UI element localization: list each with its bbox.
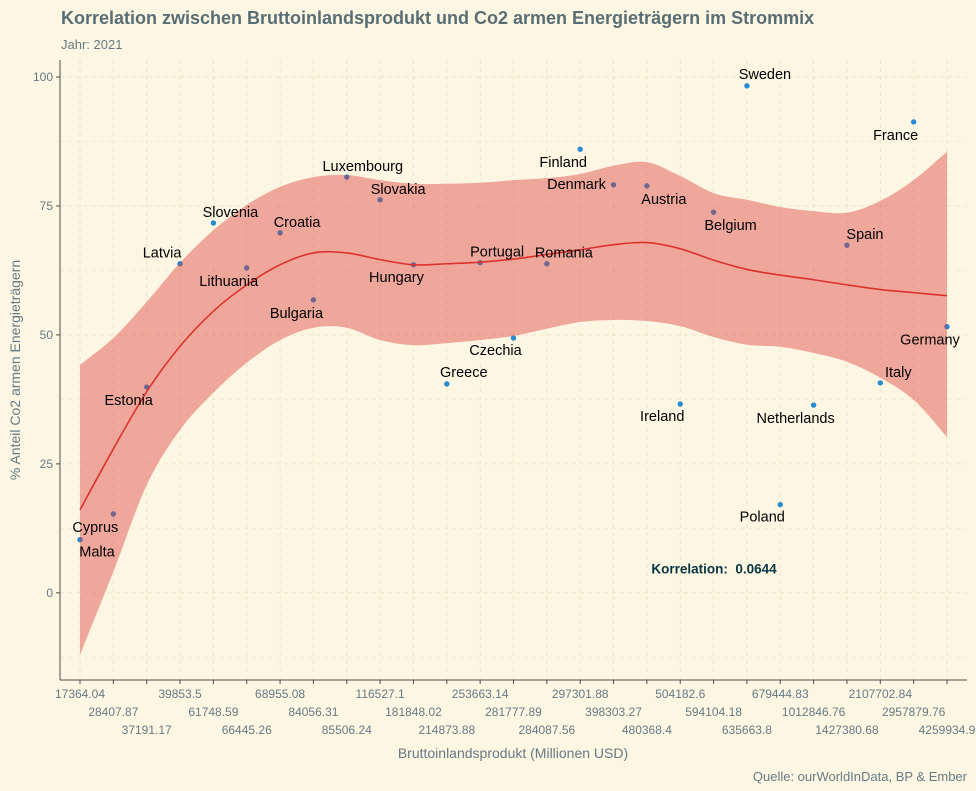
- data-point: [444, 381, 450, 387]
- x-tick-label: 28407.87: [88, 705, 138, 719]
- y-axis-label: % Anteil Co2 armen Energieträgern: [7, 260, 23, 480]
- data-point: [277, 230, 283, 236]
- point-label: France: [873, 128, 918, 144]
- point-label: Italy: [885, 365, 912, 381]
- data-point: [810, 402, 817, 408]
- x-tick-label: 594104.18: [685, 705, 742, 719]
- y-tick-label: 100: [33, 70, 53, 84]
- point-label: Lithuania: [199, 274, 259, 290]
- point-label: Greece: [440, 365, 488, 381]
- point-label: Czechia: [469, 343, 522, 359]
- x-tick-label: 84056.31: [288, 705, 338, 719]
- data-point: [344, 174, 350, 180]
- x-tick-label: 253663.14: [452, 687, 509, 701]
- data-point: [844, 242, 850, 248]
- data-point: [710, 209, 717, 215]
- data-point: [244, 265, 250, 271]
- x-tick-label: 181848.02: [385, 705, 442, 719]
- point-label: Finland: [539, 155, 587, 171]
- point-label: Latvia: [143, 246, 183, 262]
- x-tick-label: 480368.4: [622, 723, 672, 737]
- smooth-line: [79, 241, 948, 511]
- x-tick-label: 281777.89: [485, 705, 542, 719]
- data-point: [577, 146, 583, 152]
- point-label: Denmark: [547, 177, 607, 193]
- y-tick-label: 75: [40, 199, 54, 213]
- point-label: Malta: [79, 545, 115, 561]
- point-label: Hungary: [369, 270, 425, 286]
- x-tick-label: 2957879.76: [882, 705, 946, 719]
- data-point: [744, 83, 750, 89]
- x-tick-label: 37191.17: [122, 723, 172, 737]
- x-tick-label: 61748.59: [188, 705, 238, 719]
- point-label: Slovakia: [371, 182, 427, 198]
- smoothing-layer: [79, 151, 948, 655]
- data-points: [77, 83, 950, 543]
- chart-title: Korrelation zwischen Bruttoinlandsproduk…: [61, 8, 814, 28]
- point-label: Luxembourg: [322, 159, 403, 175]
- point-label: Estonia: [105, 393, 154, 409]
- x-tick-label: 297301.88: [552, 687, 609, 701]
- point-label: Cyprus: [72, 520, 118, 536]
- point-label: Portugal: [470, 245, 524, 261]
- x-tick-label: 116527.1: [356, 687, 405, 701]
- point-label: Romania: [535, 246, 594, 262]
- x-tick-label: 504182.6: [655, 687, 705, 701]
- x-tick-label: 39853.5: [158, 687, 202, 701]
- data-point: [777, 501, 783, 508]
- data-point: [210, 220, 217, 226]
- x-tick-label: 17364.04: [55, 687, 105, 701]
- data-point: [644, 183, 650, 189]
- point-label: Spain: [846, 227, 883, 243]
- data-point: [910, 119, 917, 125]
- data-point: [77, 537, 83, 543]
- x-tick-label: 679444.83: [752, 687, 809, 701]
- point-label: Austria: [641, 192, 687, 208]
- data-point: [110, 511, 117, 517]
- x-tick-label: 398303.27: [585, 705, 642, 719]
- point-labels: Malta Cyprus Estonia Latvia Slovenia Lithuani…: [72, 67, 960, 561]
- y-tick-label: 50: [40, 328, 54, 342]
- x-tick-label: 2107702.84: [849, 687, 913, 701]
- data-point: [377, 197, 383, 203]
- data-point: [177, 261, 183, 267]
- point-label: Germany: [900, 333, 960, 349]
- data-point: [310, 297, 317, 303]
- x-tick-label: 66445.26: [222, 723, 272, 737]
- confidence-band: [80, 151, 947, 655]
- data-point: [610, 182, 617, 188]
- x-tick-label: 284087.56: [518, 723, 575, 737]
- y-tick-label: 25: [40, 457, 54, 471]
- x-tick-label: 4259934.9: [919, 723, 976, 737]
- point-label: Ireland: [640, 409, 684, 425]
- data-point: [544, 261, 550, 267]
- data-point: [944, 323, 950, 330]
- point-label: Croatia: [274, 215, 322, 231]
- data-point: [510, 335, 517, 341]
- point-label: Poland: [740, 510, 785, 526]
- x-tick-label: 214873.88: [418, 723, 475, 737]
- correlation-annotation: Korrelation: 0.0644: [651, 562, 777, 577]
- chart-caption: Quelle: ourWorldInData, BP & Ember: [753, 769, 968, 784]
- data-point: [877, 380, 884, 386]
- x-tick-label: 635663.8: [722, 723, 772, 737]
- point-label: Belgium: [704, 218, 756, 234]
- point-label: Sweden: [739, 67, 791, 83]
- x-tick-label: 1012846.76: [782, 705, 846, 719]
- chart-subtitle: Jahr: 2021: [61, 37, 122, 52]
- point-label: Netherlands: [757, 411, 835, 427]
- x-tick-label: 1427380.68: [815, 723, 879, 737]
- x-axis-label: Bruttoinlandsprodukt (Millionen USD): [398, 745, 628, 761]
- y-tick-label: 0: [46, 586, 53, 600]
- panel-grid: [60, 60, 967, 680]
- axes: 0 25 50 75 100 17364.04 28407.87 37191.17 39853.…: [33, 60, 976, 737]
- x-tick-label: 85506.24: [322, 723, 372, 737]
- point-label: Bulgaria: [270, 306, 324, 322]
- data-point: [677, 401, 683, 407]
- x-tick-label: 68955.08: [255, 687, 305, 701]
- point-label: Slovenia: [203, 205, 260, 221]
